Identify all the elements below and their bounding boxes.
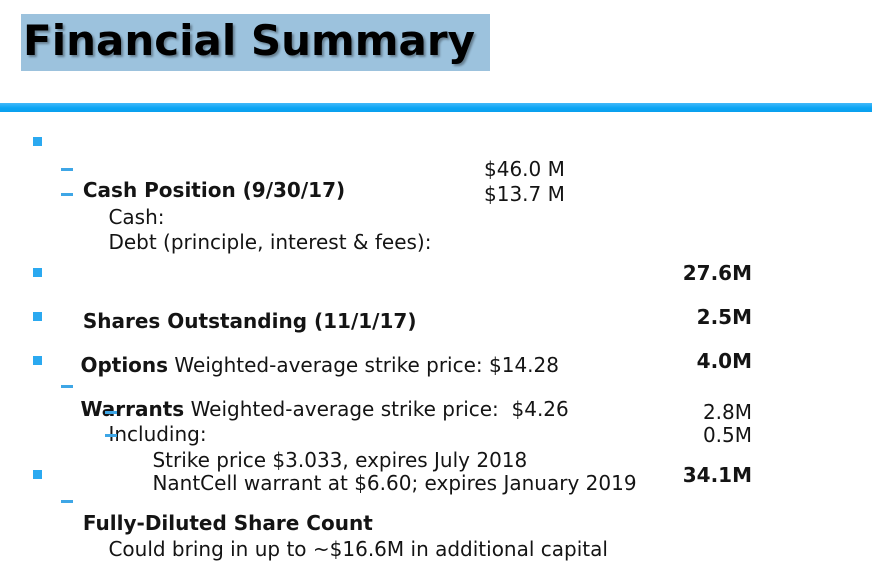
square-bullet-icon bbox=[33, 356, 42, 365]
nantcell-warrant-value: 0.5M bbox=[702, 423, 752, 447]
list-item-shares-outstanding: Shares Outstanding (11/1/17) 27.6M bbox=[0, 261, 872, 381]
list-item-label: Debt (principle, interest & fees): bbox=[108, 230, 432, 254]
list-item-additional-capital: Could bring in up to ~$16.6M in addition… bbox=[0, 489, 872, 585]
list-item-label-lead: Options bbox=[80, 353, 169, 377]
debt-value: $13.7 M bbox=[484, 182, 565, 206]
list-item-label: Cash Position (9/30/17) bbox=[82, 178, 346, 202]
title-highlight: Financial Summary bbox=[21, 14, 490, 71]
warrants-value: 4.0M bbox=[696, 349, 752, 373]
title-divider-rule bbox=[0, 103, 872, 112]
list-item-fully-diluted: Fully-Diluted Share Count 34.1M bbox=[0, 463, 872, 583]
dash-bullet-icon bbox=[105, 411, 117, 414]
list-item-label: Strike price $3.033, expires July 2018 bbox=[152, 448, 528, 472]
square-bullet-icon bbox=[33, 137, 42, 146]
list-item-options: Options Weighted-average strike price: $… bbox=[0, 305, 872, 425]
square-bullet-icon bbox=[33, 268, 42, 277]
cash-value: $46.0 M bbox=[484, 157, 565, 181]
strike-warrant-value: 2.8M bbox=[702, 400, 752, 424]
list-item-label-lead: Warrants bbox=[80, 397, 185, 421]
options-value: 2.5M bbox=[696, 305, 752, 329]
list-item-cash-position: Cash Position (9/30/17) bbox=[0, 130, 872, 226]
list-item-warrants: Warrants Weighted-average strike price: … bbox=[0, 349, 872, 469]
dash-bullet-icon bbox=[105, 434, 117, 437]
page-title: Financial Summary bbox=[23, 16, 475, 65]
list-item-label: NantCell warrant at $6.60; expires Janua… bbox=[152, 471, 637, 495]
dash-bullet-icon bbox=[61, 193, 73, 196]
dash-bullet-icon bbox=[61, 500, 73, 503]
list-item-label: Including: bbox=[108, 422, 207, 446]
list-item-label: Weighted-average strike price: $4.26 bbox=[184, 397, 569, 421]
list-item-label: Cash: bbox=[108, 205, 165, 229]
slide: Financial Summary Cash Position (9/30/17… bbox=[0, 14, 872, 561]
fully-diluted-value: 34.1M bbox=[682, 463, 752, 487]
list-item-label: Fully-Diluted Share Count bbox=[82, 511, 373, 535]
square-bullet-icon bbox=[33, 470, 42, 479]
list-item-strike-price-warrant: Strike price $3.033, expires July 2018 2… bbox=[0, 400, 872, 520]
square-bullet-icon bbox=[33, 312, 42, 321]
list-item-nantcell-warrant: NantCell warrant at $6.60; expires Janua… bbox=[0, 423, 872, 543]
dash-bullet-icon bbox=[61, 385, 73, 388]
list-item-label: Weighted-average strike price: $14.28 bbox=[168, 353, 559, 377]
list-item-cash: Cash: $46.0 M bbox=[0, 157, 872, 277]
list-item-debt: Debt (principle, interest & fees): $13.7… bbox=[0, 182, 872, 302]
list-item-label: Could bring in up to ~$16.6M in addition… bbox=[108, 537, 608, 561]
list-item-label: Shares Outstanding (11/1/17) bbox=[82, 309, 417, 333]
list-item-including: Including: bbox=[0, 374, 872, 470]
shares-value: 27.6M bbox=[682, 261, 752, 285]
dash-bullet-icon bbox=[61, 168, 73, 171]
